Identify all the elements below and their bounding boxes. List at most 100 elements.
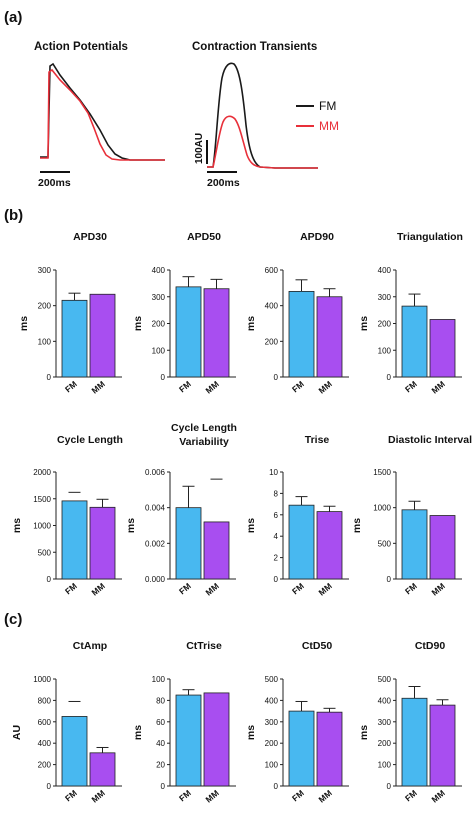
y-tick-label: 100 [152,675,166,684]
y-axis-label: ms [132,725,144,740]
x-tick-label: FM [177,581,193,597]
panel-label-b: (b) [4,207,23,224]
y-tick-label: 600 [265,266,279,275]
y-axis-label: ms [245,316,257,331]
y-tick-label: 400 [265,696,279,705]
y-axis-label: ms [11,518,23,533]
chart-title: CtTrise [186,640,222,652]
y-tick-label: 400 [152,266,166,275]
y-tick-label: 400 [38,739,52,748]
y-tick-label: 1000 [373,504,391,513]
y-tick-label: 100 [378,761,392,770]
bar-mm [429,319,456,378]
y-tick-label: 20 [156,761,165,770]
y-axis-label: ms [351,518,363,533]
chart-title: Cycle Length [57,434,123,446]
x-tick-label: MM [317,581,334,598]
y-tick-label: 800 [38,696,52,705]
bar-mm [429,704,456,787]
ct-trace-fm [207,62,318,169]
chart-cycle-length-variability: Cycle Length Variability 0.000 0.002 0.004 0.… [125,422,237,598]
ap-trace-mm [40,68,165,161]
bar-mm [89,293,116,378]
y-tick-label: 0 [161,782,166,791]
y-axis-label: ms [132,316,144,331]
y-tick-label: 40 [156,739,165,748]
x-tick-label: FM [63,788,79,804]
chart-trise: Trise 0 2 4 6 8 10 ms FM MM [245,434,349,598]
x-tick-label: FM [177,788,193,804]
chart-apd50: APD50 0 100 200 300 400 ms FM MM [132,231,236,396]
action-potential-traces: 200ms [38,62,165,189]
y-tick-label: 300 [38,266,52,275]
chart-diastolic-interval: Diastolic Interval 0 500 1000 1500 ms FM MM [351,434,472,598]
y-tick-label: 0 [161,373,166,382]
x-tick-label: MM [430,379,447,396]
y-tick-label: 200 [378,739,392,748]
bar-mm [203,521,230,580]
chart-title: CtD50 [302,640,333,652]
bar-fm [401,305,428,378]
bar-mm [316,711,343,787]
y-tick-label: 100 [265,761,279,770]
y-tick-label: 10 [269,468,278,477]
y-tick-label: 60 [156,718,165,727]
x-tick-label: MM [204,788,221,805]
y-tick-label: 500 [265,675,279,684]
y-tick-label: 0 [47,575,52,584]
ap-title: Action Potentials [34,41,128,53]
y-tick-label: 400 [378,266,392,275]
bar-mm [89,752,116,787]
y-tick-label: 8 [274,489,279,498]
legend-label-fm: FM [319,99,336,113]
x-tick-label: FM [290,379,306,395]
x-tick-label: MM [430,581,447,598]
chart-ctd90: CtD90 0 100 200 300 400 500 ms FM MM [358,640,462,805]
y-tick-label: 0.000 [145,575,166,584]
y-tick-label: 400 [265,302,279,311]
y-tick-label: 0 [274,575,279,584]
bar-fm [175,286,202,378]
y-tick-label: 200 [265,739,279,748]
y-axis-label: ms [125,518,137,533]
chart-title: APD50 [187,231,221,243]
chart-cttrise: CtTrise 0 20 40 60 80 100 ms FM MM [132,640,236,805]
contraction-transient-traces: 100AU 200ms [194,62,318,189]
bar-fm [61,299,88,378]
chart-title: CtAmp [73,640,107,652]
chart-title-line2: Variability [179,436,229,448]
y-tick-label: 6 [274,511,279,520]
chart-title: CtD90 [415,640,446,652]
y-tick-label: 0.004 [145,504,166,513]
x-tick-label: FM [63,581,79,597]
x-tick-label: MM [317,788,334,805]
y-tick-label: 300 [152,293,166,302]
x-tick-label: MM [430,788,447,805]
bar-fm [288,504,315,580]
y-tick-label: 200 [265,337,279,346]
chart-apd30: APD30 0 100 200 300 ms FM MM [18,231,122,396]
y-tick-label: 80 [156,696,165,705]
x-tick-label: FM [290,788,306,804]
bar-mm [316,296,343,378]
bar-fm [288,290,315,378]
y-tick-label: 0 [387,782,392,791]
ap-scale-label: 200ms [38,177,71,189]
y-tick-label: 300 [378,718,392,727]
y-tick-label: 1000 [33,522,51,531]
x-tick-label: FM [403,581,419,597]
ct-scale-label: 200ms [207,177,240,189]
bar-fm [401,697,428,787]
x-tick-label: MM [90,379,107,396]
chart-title: APD30 [73,231,107,243]
y-axis-label: ms [358,316,370,331]
y-tick-label: 500 [378,539,392,548]
y-tick-label: 100 [152,346,166,355]
chart-ctd50: CtD50 0 100 200 300 400 500 ms FM MM [245,640,349,805]
chart-title: Cycle Length [171,422,237,434]
bar-mm [89,506,116,580]
y-tick-label: 4 [274,532,279,541]
y-tick-label: 100 [378,346,392,355]
